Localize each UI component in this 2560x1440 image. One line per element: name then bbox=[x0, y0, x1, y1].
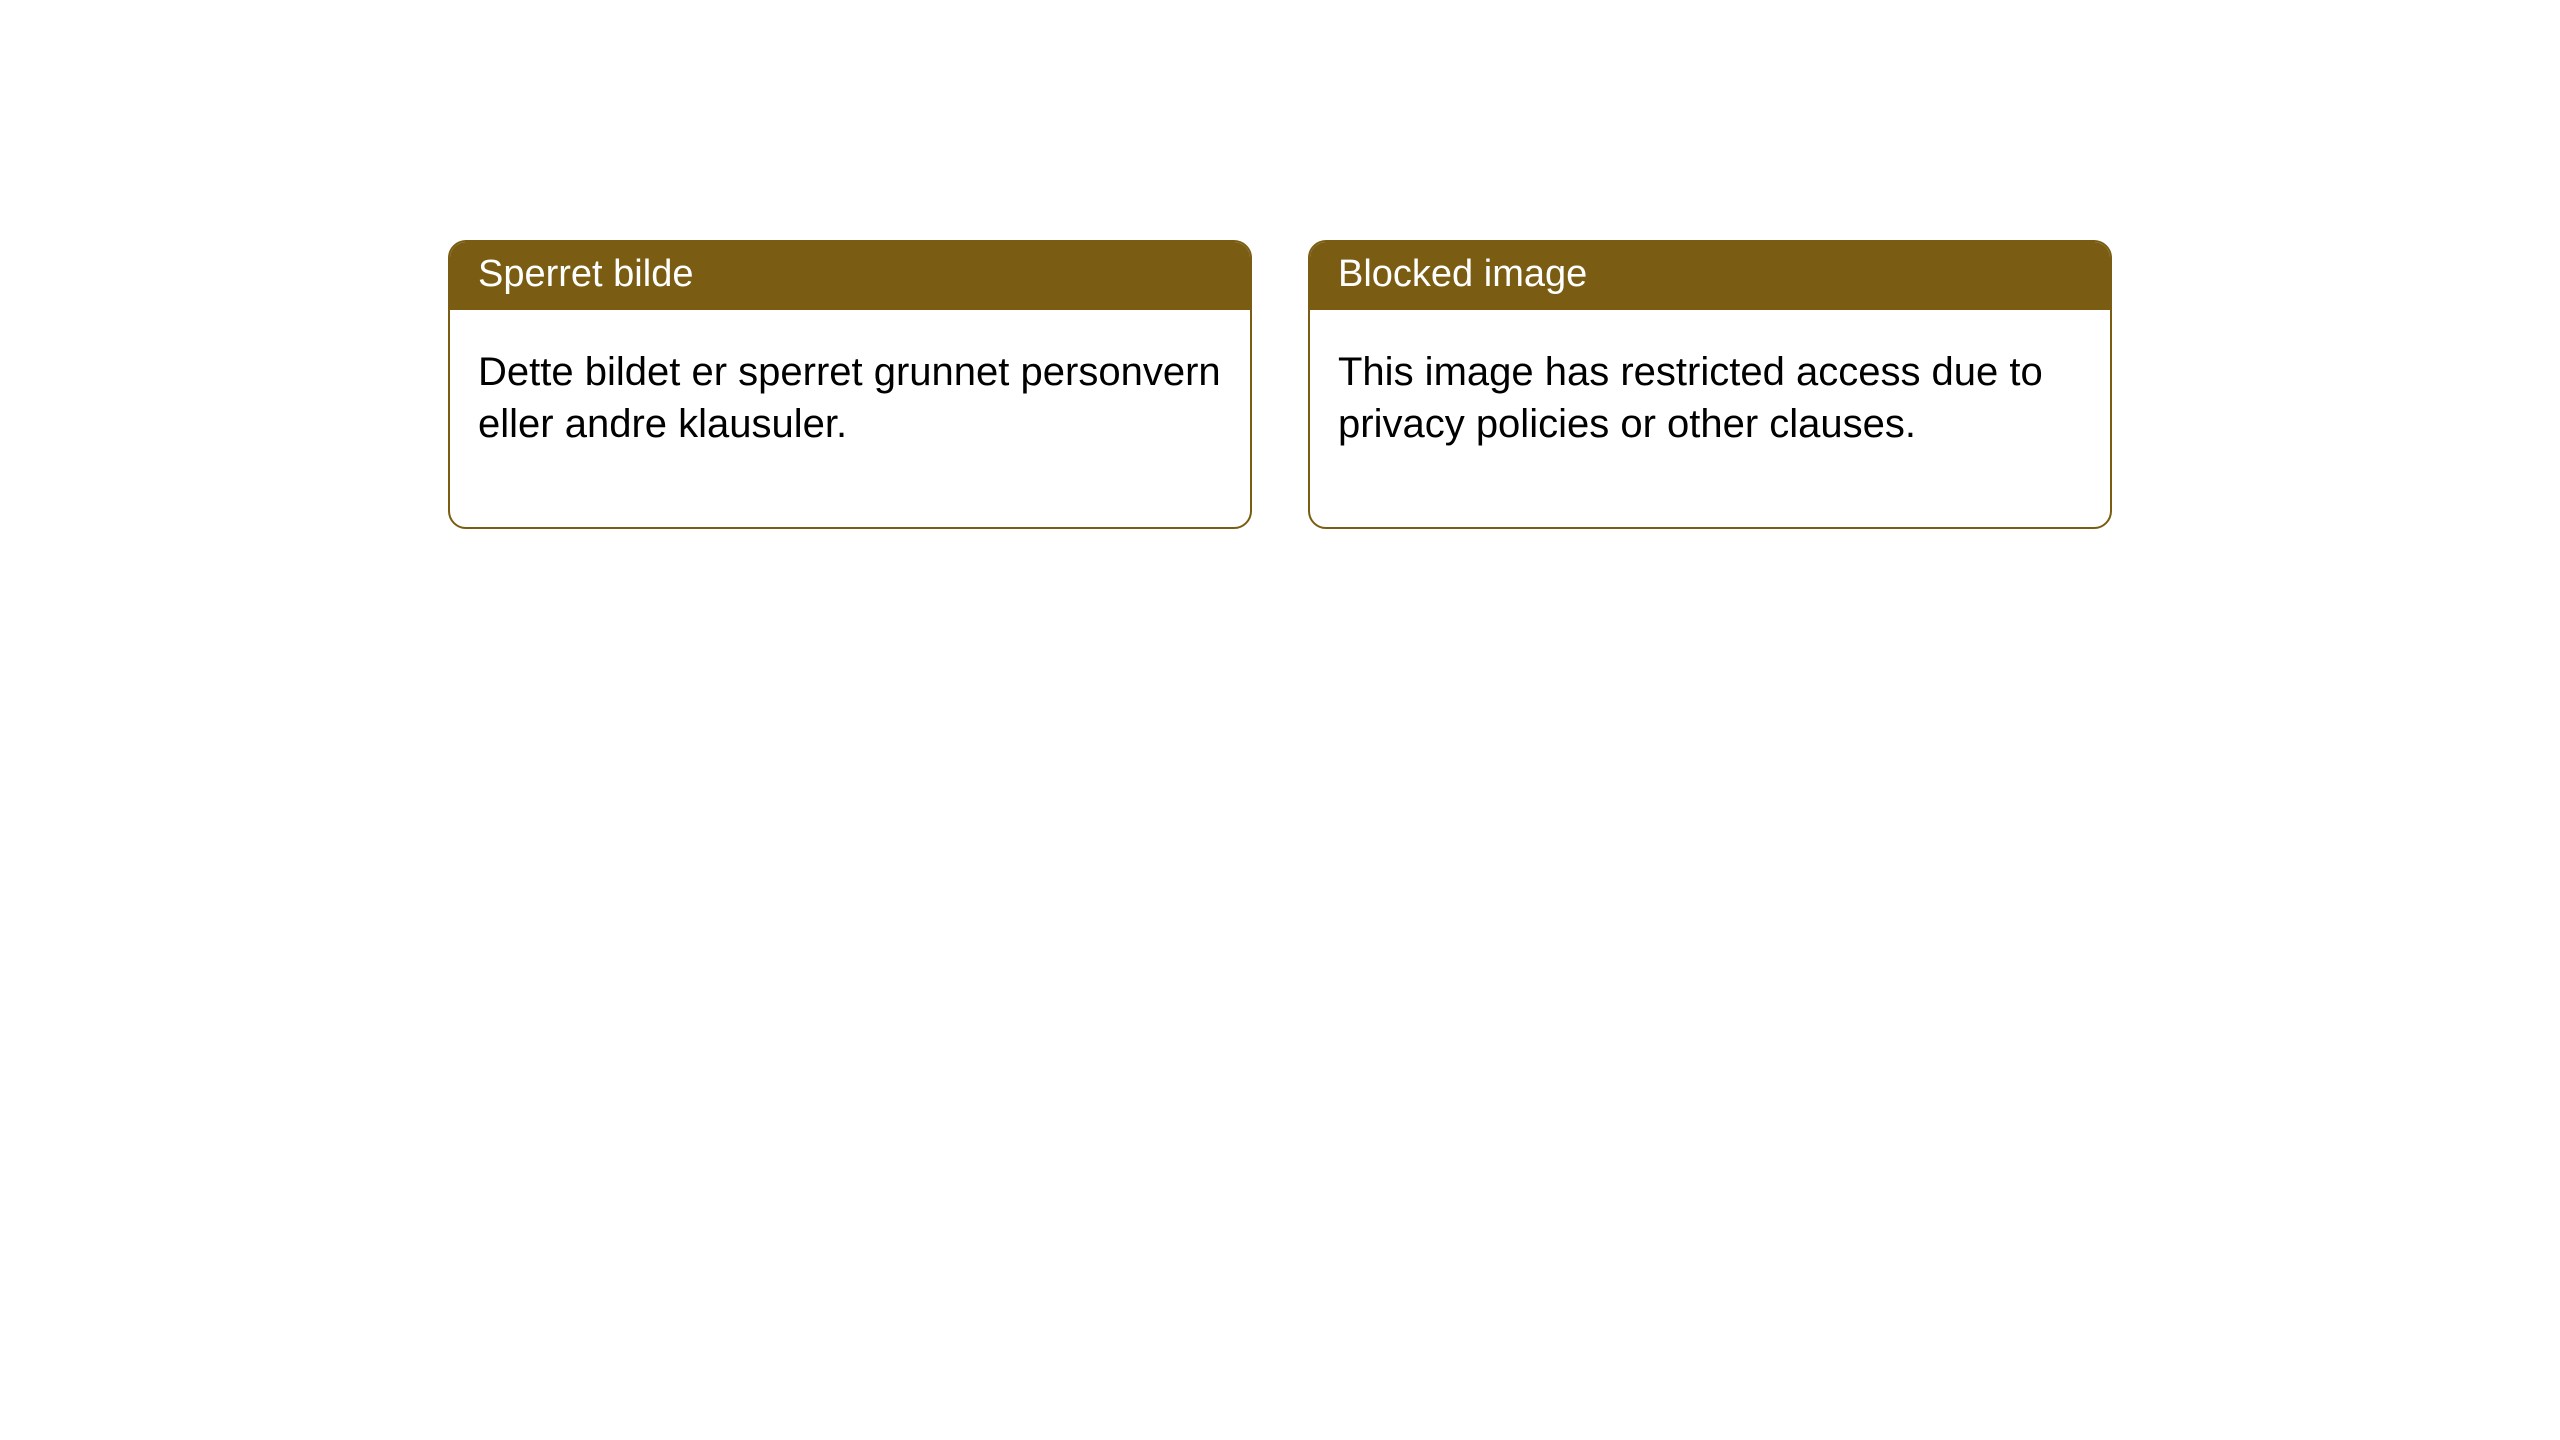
notice-title: Sperret bilde bbox=[450, 242, 1250, 310]
notice-container: Sperret bilde Dette bildet er sperret gr… bbox=[0, 0, 2560, 529]
notice-body: This image has restricted access due to … bbox=[1310, 310, 2110, 528]
notice-body: Dette bildet er sperret grunnet personve… bbox=[450, 310, 1250, 528]
notice-card-english: Blocked image This image has restricted … bbox=[1308, 240, 2112, 529]
notice-title: Blocked image bbox=[1310, 242, 2110, 310]
notice-card-norwegian: Sperret bilde Dette bildet er sperret gr… bbox=[448, 240, 1252, 529]
